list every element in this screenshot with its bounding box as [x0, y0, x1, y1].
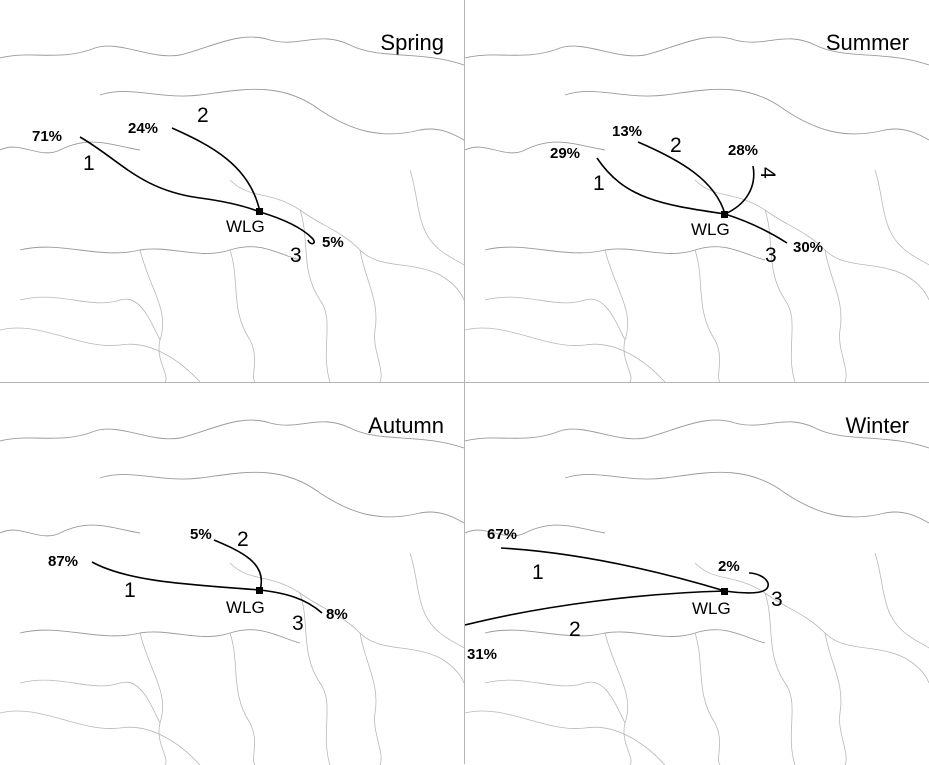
trajectories-spring — [79, 127, 315, 245]
map-winter: WLG 1 67% 2 31% 3 2% — [465, 419, 929, 765]
trajectory-cluster-1 — [79, 136, 261, 213]
map-borders — [0, 419, 464, 765]
cluster-2-percent: 24% — [128, 120, 158, 137]
trajectories-winter — [465, 547, 769, 626]
cluster-2-number: 2 — [569, 618, 581, 641]
station-marker — [256, 208, 263, 215]
cluster-1-number: 1 — [124, 579, 136, 602]
map-spring: WLG 1 71% 2 24% 3 5% — [0, 36, 464, 382]
cluster-1-percent: 67% — [487, 526, 517, 543]
cluster-4-number: 4 — [756, 167, 779, 179]
trajectory-cluster-3 — [259, 211, 315, 245]
trajectory-cluster-1 — [500, 547, 726, 592]
horizontal-divider — [0, 382, 929, 383]
panel-summer: WLG 1 29% 2 13% 3 30% 4 28% Summer — [465, 0, 929, 382]
panel-winter: WLG 1 67% 2 31% 3 2% Winter — [465, 383, 929, 765]
station-label: WLG — [691, 220, 730, 239]
cluster-3-percent: 5% — [322, 234, 344, 251]
trajectories-summer — [596, 141, 788, 244]
map-autumn: WLG 1 87% 2 5% 3 8% — [0, 419, 464, 765]
cluster-1-percent: 29% — [550, 145, 580, 162]
cluster-2-number: 2 — [670, 134, 682, 157]
station-marker — [721, 211, 728, 218]
trajectory-cluster-3 — [724, 213, 788, 244]
cluster-1-number: 1 — [593, 172, 605, 195]
station-marker — [721, 588, 728, 595]
trajectory-cluster-2 — [213, 539, 263, 591]
cluster-1-number: 1 — [83, 152, 95, 175]
trajectory-cluster-4 — [724, 165, 755, 215]
cluster-2-number: 2 — [237, 528, 249, 551]
cluster-3-percent: 2% — [718, 558, 740, 575]
cluster-1-number: 1 — [532, 561, 544, 584]
cluster-2-percent: 13% — [612, 123, 642, 140]
trajectory-cluster-1 — [91, 561, 261, 591]
cluster-3-percent: 8% — [326, 606, 348, 623]
season-title: Autumn — [368, 413, 444, 438]
station-label: WLG — [226, 217, 265, 236]
map-borders — [465, 419, 929, 765]
cluster-1-percent: 87% — [48, 553, 78, 570]
cluster-3-percent: 30% — [793, 239, 823, 256]
cluster-1-percent: 71% — [32, 128, 62, 145]
cluster-3-number: 3 — [292, 612, 304, 635]
cluster-2-number: 2 — [197, 104, 209, 127]
season-title: Spring — [380, 30, 444, 55]
station-label: WLG — [692, 599, 731, 618]
map-borders — [0, 36, 464, 382]
season-title: Winter — [845, 413, 909, 438]
trajectory-cluster-3 — [724, 572, 769, 594]
trajectory-cluster-3 — [259, 589, 323, 614]
cluster-2-percent: 31% — [467, 646, 497, 663]
trajectory-cluster-2 — [171, 127, 261, 213]
cluster-3-number: 3 — [765, 244, 777, 267]
station-label: WLG — [226, 598, 265, 617]
panel-spring: WLG 1 71% 2 24% 3 5% Spring — [0, 0, 464, 382]
cluster-3-number: 3 — [290, 244, 302, 267]
cluster-2-percent: 5% — [190, 526, 212, 543]
trajectory-cluster-2 — [465, 590, 726, 626]
cluster-3-number: 3 — [771, 588, 783, 611]
trajectory-cluster-1 — [596, 157, 726, 215]
cluster-4-percent: 28% — [728, 142, 758, 159]
map-borders — [465, 36, 929, 382]
trajectories-autumn — [91, 539, 323, 614]
trajectory-cluster-2 — [637, 141, 726, 215]
map-summer: WLG 1 29% 2 13% 3 30% 4 28% — [465, 36, 929, 382]
season-title: Summer — [825, 30, 909, 55]
panel-autumn: WLG 1 87% 2 5% 3 8% Autumn — [0, 383, 464, 765]
station-marker — [256, 587, 263, 594]
